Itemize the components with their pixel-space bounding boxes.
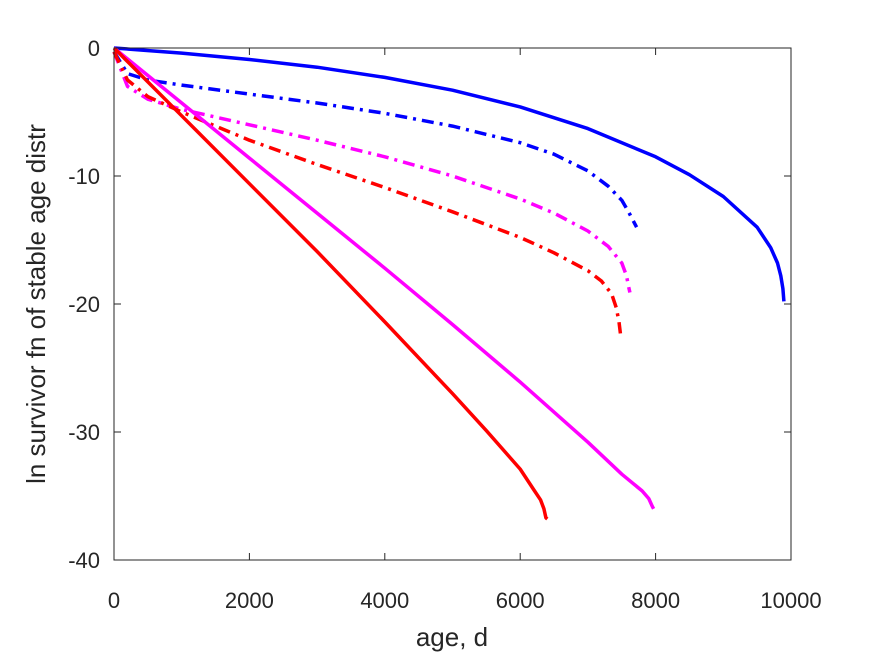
series-line-5 [112, 46, 656, 510]
y-axis-label: ln survivor fn of stable age distr [21, 124, 51, 484]
y-tick-label: 0 [88, 36, 100, 61]
x-tick-label: 2000 [225, 588, 274, 613]
tick-layer: 0 2000 4000 6000 8000 10000 0 -10 -20 -30 -40 [68, 36, 821, 613]
y-tick-label: -20 [68, 292, 100, 317]
x-tick-label: 0 [108, 588, 120, 613]
y-tick-label: -10 [68, 164, 100, 189]
x-tick-label: 10000 [760, 588, 821, 613]
y-tick-label: -30 [68, 420, 100, 445]
series-line-6 [112, 46, 549, 521]
series-line-1 [113, 46, 786, 302]
series-layer [112, 46, 786, 521]
x-tick-label: 8000 [631, 588, 680, 613]
series-line-4 [112, 51, 623, 334]
x-tick-label: 6000 [496, 588, 545, 613]
x-axis-label: age, d [416, 622, 488, 652]
series-line-2 [112, 50, 639, 229]
y-tick-label: -40 [68, 548, 100, 573]
plot-area [114, 48, 791, 560]
x-tick-label: 4000 [360, 588, 409, 613]
series-line-3 [112, 51, 632, 293]
